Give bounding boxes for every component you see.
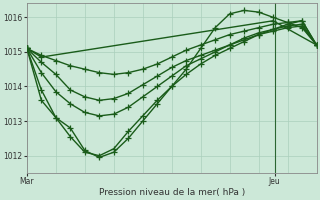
X-axis label: Pression niveau de la mer( hPa ): Pression niveau de la mer( hPa ) bbox=[99, 188, 245, 197]
